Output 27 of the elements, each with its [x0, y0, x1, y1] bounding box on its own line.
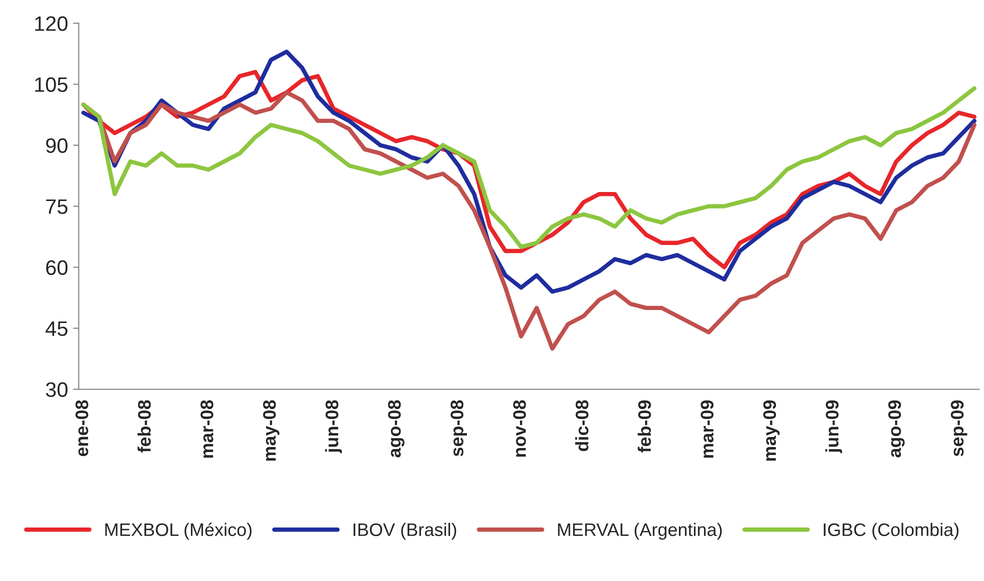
y-tick-label: 60 — [46, 260, 68, 276]
x-tick-label: ene-08 — [75, 400, 88, 456]
x-tick-label: sep-09 — [950, 400, 968, 456]
legend-label: IGBC (Colombia) — [824, 522, 958, 540]
y-tick-label: 30 — [46, 382, 68, 398]
x-tick-label: ago-08 — [388, 400, 404, 458]
x-tick-label: jun-08 — [325, 400, 342, 454]
legend-label: MERVAL (Argentina) — [558, 522, 722, 540]
legend-label: MEXBOL (México) — [105, 522, 252, 540]
x-tick-label: mar-08 — [200, 400, 214, 458]
x-tick-label: may-09 — [763, 400, 780, 461]
legend-label: IBOV (Brasil) — [354, 522, 456, 540]
y-tick-label: 120 — [35, 16, 68, 31]
line-series — [81, 86, 976, 250]
x-tick-label: feb-08 — [138, 400, 151, 453]
x-tick-label: may-08 — [263, 400, 280, 461]
y-tick-label: 45 — [46, 321, 68, 336]
x-tick-label: feb-09 — [638, 400, 651, 453]
x-tick-label: jun-09 — [825, 400, 842, 454]
x-tick-label: dic-08 — [575, 400, 588, 452]
x-tick-label: ago-09 — [888, 400, 905, 458]
y-tick-label: 105 — [35, 77, 68, 92]
y-tick-label: 90 — [46, 138, 68, 154]
x-tick-label: sep-08 — [450, 400, 467, 456]
y-tick-label: 75 — [46, 199, 68, 214]
x-tick-label: mar-09 — [700, 400, 714, 458]
x-tick-label: nov-08 — [513, 400, 526, 457]
